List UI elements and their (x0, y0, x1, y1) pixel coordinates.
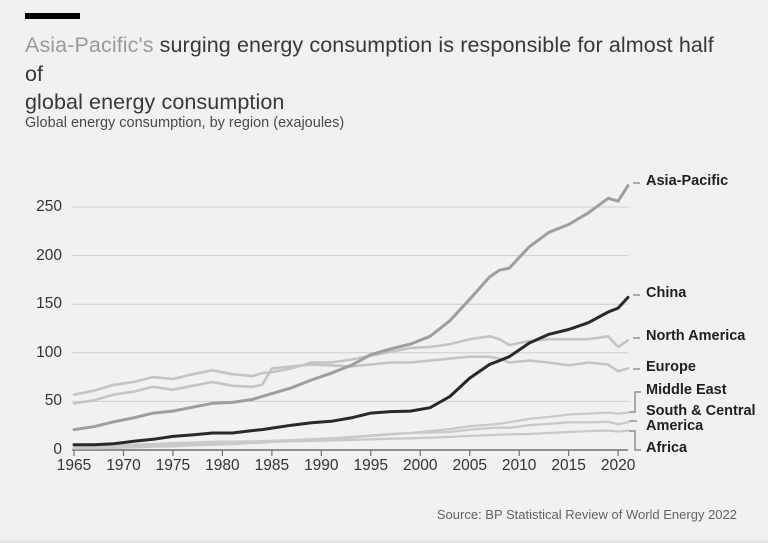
series-label-africa: Africa (646, 440, 688, 456)
x-tick-label-2005: 2005 (452, 457, 487, 474)
data-series-lines (72, 184, 630, 450)
y-tick-label-250: 250 (36, 198, 62, 215)
x-tick-label-2000: 2000 (403, 457, 438, 474)
y-tick-label-200: 200 (36, 246, 62, 264)
y-tick-label-100: 100 (36, 343, 62, 361)
line-europe (72, 355, 630, 405)
africa-label-connector (629, 430, 641, 451)
line-asia-pacific (72, 184, 630, 432)
line-africa (72, 429, 630, 449)
x-tick-label-1990: 1990 (304, 457, 339, 474)
chart-subtitle: Global energy consumption, by region (ex… (25, 115, 345, 131)
x-axis (72, 449, 628, 456)
y-tick-label-150: 150 (36, 295, 62, 313)
x-tick-label-1995: 1995 (353, 457, 389, 474)
series-label-south-central-america: South & Central America (646, 403, 756, 435)
x-tick-label-2010: 2010 (501, 457, 537, 474)
label-connectors (629, 182, 641, 451)
chart-title-rest: surging energy consumption is responsibl… (25, 33, 714, 86)
bottom-edge-strip (0, 540, 768, 543)
kicker-bar (25, 13, 80, 19)
x-tick-label-2020: 2020 (600, 457, 636, 474)
line-north-america (72, 334, 630, 396)
x-tick-label-1965: 1965 (56, 457, 92, 474)
gridlines (72, 206, 628, 402)
x-tick-label-1970: 1970 (106, 457, 141, 474)
source-credit: Source: BP Statistical Review of World E… (436, 507, 737, 522)
series-label-middle-east: Middle East (646, 382, 727, 398)
line-south-central-america (72, 420, 630, 448)
x-tick-label-1980: 1980 (205, 457, 240, 474)
x-tick-label-2015: 2015 (551, 457, 586, 474)
series-label-north-america: North America (646, 328, 746, 344)
line-china (72, 295, 630, 447)
x-tick-label-1985: 1985 (254, 457, 290, 474)
x-tick-label-1975: 1975 (155, 457, 191, 474)
chart-title-highlight: Asia-Pacific's (25, 33, 154, 57)
series-label-china: China (646, 285, 687, 301)
series-label-europe: Europe (646, 359, 696, 375)
y-tick-label-50: 50 (44, 392, 62, 410)
middle-east-label-connector (629, 391, 641, 413)
chart-title: Asia-Pacific's surging energy consumptio… (25, 31, 735, 117)
y-tick-label-0: 0 (53, 441, 62, 458)
chart-title-line2: global energy consumption (25, 90, 285, 115)
series-label-asia-pacific: Asia-Pacific (646, 173, 729, 189)
